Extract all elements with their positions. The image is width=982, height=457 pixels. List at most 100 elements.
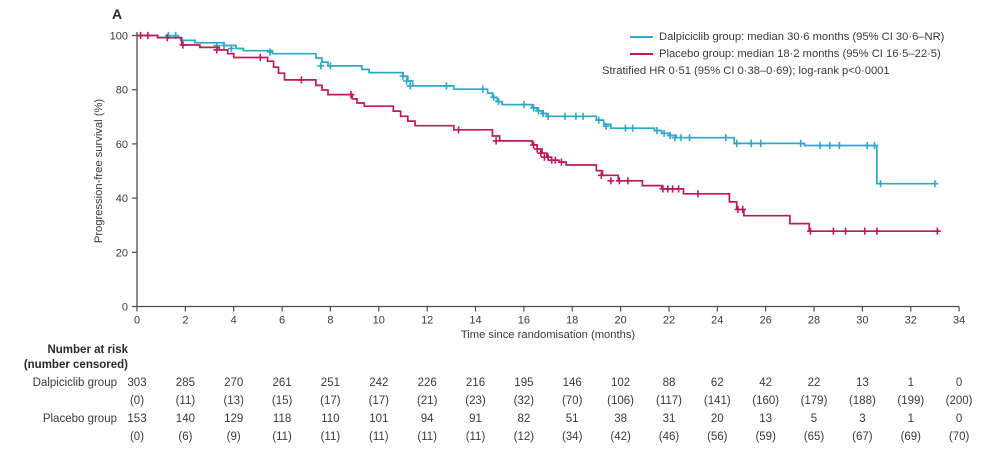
risk-censored-count: (11) <box>272 431 292 443</box>
risk-count: 0 <box>955 377 963 389</box>
risk-count: 129 <box>224 413 244 425</box>
x-tick-label: 6 <box>279 315 285 327</box>
censor-marks-placebo <box>137 31 941 235</box>
risk-count: 42 <box>759 377 773 389</box>
risk-count: 146 <box>562 377 582 389</box>
stratified-hr-text: Stratified HR 0·51 (95% CI 0·38–0·69); l… <box>602 65 890 77</box>
x-tick-label: 22 <box>663 315 675 327</box>
risk-count: 195 <box>514 377 534 389</box>
risk-table-subheader: (number censored) <box>23 359 128 371</box>
x-tick-label: 26 <box>760 315 772 327</box>
y-axis-title: Progression-free survival (%) <box>93 98 105 244</box>
risk-count: 0 <box>955 413 963 425</box>
legend-stratified-hr: Stratified HR 0·51 (95% CI 0·38–0·69); l… <box>602 64 890 78</box>
panel-label: A <box>112 6 123 22</box>
risk-count: 88 <box>662 377 676 389</box>
risk-count: 1 <box>907 377 914 389</box>
y-tick-label: 100 <box>110 31 128 43</box>
y-tick-label: 40 <box>116 193 128 205</box>
placebo-line-swatch <box>630 53 653 55</box>
risk-censored-count: (23) <box>465 395 486 407</box>
censor-marks-dalpiciclib <box>165 31 939 188</box>
x-tick-label: 8 <box>327 315 333 327</box>
risk-count: 38 <box>614 413 627 425</box>
risk-censored-count: (199) <box>897 395 925 407</box>
risk-censored-count: (11) <box>368 431 389 443</box>
risk-censored-count: (46) <box>658 431 680 443</box>
x-tick-label: 18 <box>566 315 578 327</box>
risk-censored-count: (17) <box>368 395 390 407</box>
x-tick-label: 14 <box>469 315 481 327</box>
risk-censored-count: (34) <box>561 431 583 443</box>
x-tick-label: 20 <box>614 315 626 327</box>
risk-count: 22 <box>807 377 821 389</box>
x-tick-label: 24 <box>711 315 723 327</box>
risk-censored-count: (0) <box>129 395 145 407</box>
risk-censored-count: (65) <box>803 431 825 443</box>
risk-censored-count: (69) <box>900 431 922 443</box>
risk-censored-count: (15) <box>271 395 293 407</box>
risk-count: 1 <box>907 413 914 425</box>
risk-count: 13 <box>759 413 773 425</box>
risk-count: 140 <box>175 413 195 425</box>
risk-censored-count: (160) <box>752 395 780 407</box>
x-tick-label: 12 <box>421 315 433 327</box>
risk-count: 62 <box>710 377 724 389</box>
x-tick-label: 16 <box>518 315 530 327</box>
risk-censored-count: (106) <box>607 395 635 407</box>
legend-label-dalpiciclib: Dalpiciclib group: median 30·6 months (9… <box>659 31 945 43</box>
risk-censored-count: (67) <box>852 431 873 443</box>
risk-count: 261 <box>272 377 292 389</box>
risk-count: 285 <box>175 377 195 389</box>
risk-count: 3 <box>859 413 866 425</box>
risk-count: 13 <box>855 377 869 389</box>
risk-table-header: Number at risk <box>47 344 128 356</box>
risk-censored-count: (11) <box>175 395 196 407</box>
risk-censored-count: (70) <box>948 431 970 443</box>
risk-censored-count: (12) <box>513 431 535 443</box>
risk-count: 303 <box>127 377 147 389</box>
legend-item-dalpiciclib: Dalpiciclib group: median 30·6 months (9… <box>630 30 944 44</box>
km-curve-placebo <box>137 34 940 233</box>
risk-count: 102 <box>611 377 631 389</box>
risk-censored-count: (117) <box>656 395 682 407</box>
y-tick-label: 0 <box>122 302 128 314</box>
dalpiciclib-line-swatch <box>630 36 653 38</box>
x-tick-label: 4 <box>231 315 237 327</box>
x-tick-label: 28 <box>808 315 820 327</box>
legend-item-placebo: Placebo group: median 18·2 months (95% C… <box>630 47 941 61</box>
risk-count: 31 <box>662 413 676 425</box>
risk-censored-count: (141) <box>703 395 731 407</box>
risk-count: 20 <box>710 413 724 425</box>
risk-censored-count: (21) <box>416 395 438 407</box>
x-tick-label: 0 <box>134 315 140 327</box>
risk-row-label-dalpiciclib: Dalpiciclib group <box>32 377 117 389</box>
legend-label-placebo: Placebo group: median 18·2 months (95% C… <box>659 48 941 60</box>
risk-count: 226 <box>417 377 437 389</box>
risk-censored-count: (11) <box>417 431 437 443</box>
km-curve-dalpiciclib <box>137 34 935 185</box>
x-tick-label: 2 <box>182 315 188 327</box>
x-tick-label: 32 <box>905 315 917 327</box>
risk-censored-count: (6) <box>178 431 193 443</box>
risk-count: 242 <box>369 377 389 389</box>
risk-censored-count: (56) <box>707 431 728 443</box>
risk-count: 153 <box>127 413 147 425</box>
risk-censored-count: (70) <box>561 395 583 407</box>
y-tick-label: 60 <box>116 139 128 151</box>
x-tick-label: 34 <box>953 315 965 327</box>
risk-count: 216 <box>465 377 486 389</box>
risk-count: 82 <box>517 413 531 425</box>
risk-censored-count: (0) <box>129 431 145 443</box>
risk-count: 270 <box>224 377 244 389</box>
risk-count: 110 <box>321 413 340 425</box>
risk-count: 5 <box>810 413 818 425</box>
risk-censored-count: (13) <box>223 395 244 407</box>
y-tick-label: 20 <box>116 247 128 259</box>
risk-censored-count: (188) <box>848 395 876 407</box>
x-tick-label: 30 <box>856 315 868 327</box>
risk-censored-count: (32) <box>513 395 535 407</box>
risk-censored-count: (11) <box>465 431 486 443</box>
risk-count: 51 <box>565 413 579 425</box>
